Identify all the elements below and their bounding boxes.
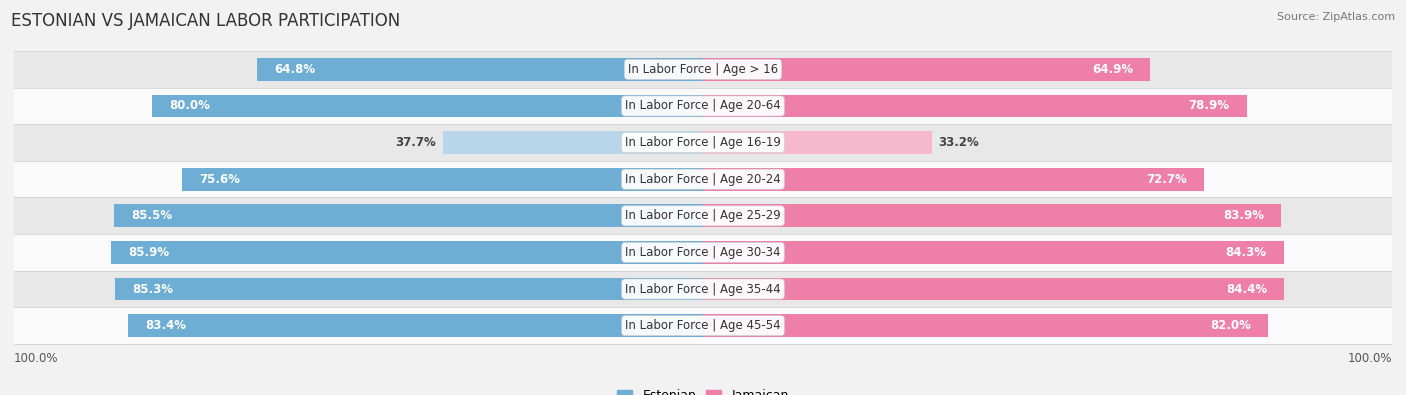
Text: 80.0%: 80.0% <box>169 100 209 113</box>
Text: ESTONIAN VS JAMAICAN LABOR PARTICIPATION: ESTONIAN VS JAMAICAN LABOR PARTICIPATION <box>11 12 401 30</box>
Text: In Labor Force | Age 45-54: In Labor Force | Age 45-54 <box>626 319 780 332</box>
Text: 78.9%: 78.9% <box>1188 100 1229 113</box>
Text: 82.0%: 82.0% <box>1209 319 1251 332</box>
Text: 37.7%: 37.7% <box>395 136 436 149</box>
Bar <box>14 234 1392 271</box>
Bar <box>152 95 703 117</box>
Text: 72.7%: 72.7% <box>1146 173 1187 186</box>
Bar <box>14 307 1392 344</box>
Bar <box>14 271 1392 307</box>
Text: 84.4%: 84.4% <box>1226 282 1267 295</box>
Bar <box>14 88 1392 124</box>
Text: 100.0%: 100.0% <box>14 352 59 365</box>
Bar <box>128 314 703 337</box>
Bar <box>703 205 1281 227</box>
Text: In Labor Force | Age 25-29: In Labor Force | Age 25-29 <box>626 209 780 222</box>
Text: In Labor Force | Age 20-64: In Labor Force | Age 20-64 <box>626 100 780 113</box>
Bar <box>703 131 932 154</box>
Bar <box>703 241 1284 264</box>
Text: 85.3%: 85.3% <box>132 282 173 295</box>
Text: In Labor Force | Age 30-34: In Labor Force | Age 30-34 <box>626 246 780 259</box>
Bar <box>256 58 703 81</box>
Bar <box>14 161 1392 198</box>
Text: 64.9%: 64.9% <box>1092 63 1133 76</box>
Bar <box>183 168 703 190</box>
Text: 85.9%: 85.9% <box>128 246 170 259</box>
Text: 100.0%: 100.0% <box>1347 352 1392 365</box>
Legend: Estonian, Jamaican: Estonian, Jamaican <box>613 384 793 395</box>
Text: 84.3%: 84.3% <box>1226 246 1267 259</box>
Bar <box>14 198 1392 234</box>
Bar <box>115 278 703 300</box>
Text: In Labor Force | Age 35-44: In Labor Force | Age 35-44 <box>626 282 780 295</box>
Bar <box>703 95 1247 117</box>
Bar <box>703 58 1150 81</box>
Bar <box>111 241 703 264</box>
Text: In Labor Force | Age 20-24: In Labor Force | Age 20-24 <box>626 173 780 186</box>
Text: 64.8%: 64.8% <box>274 63 315 76</box>
Bar <box>703 168 1204 190</box>
Text: In Labor Force | Age > 16: In Labor Force | Age > 16 <box>628 63 778 76</box>
Text: In Labor Force | Age 16-19: In Labor Force | Age 16-19 <box>626 136 780 149</box>
Text: 83.9%: 83.9% <box>1223 209 1264 222</box>
Text: Source: ZipAtlas.com: Source: ZipAtlas.com <box>1277 12 1395 22</box>
Text: 33.2%: 33.2% <box>939 136 980 149</box>
Bar <box>703 278 1285 300</box>
Text: 85.5%: 85.5% <box>131 209 173 222</box>
Text: 83.4%: 83.4% <box>146 319 187 332</box>
Bar <box>14 51 1392 88</box>
Text: 75.6%: 75.6% <box>200 173 240 186</box>
Bar <box>14 124 1392 161</box>
Bar <box>703 314 1268 337</box>
Bar <box>443 131 703 154</box>
Bar <box>114 205 703 227</box>
